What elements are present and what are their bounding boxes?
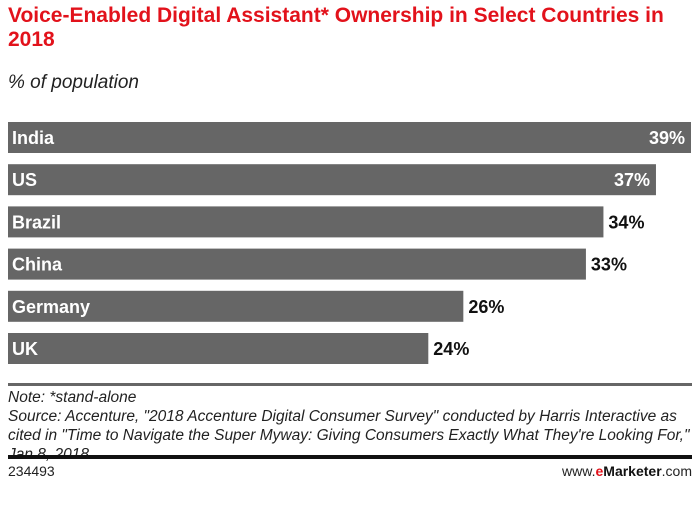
notes: Note: *stand-alone Source: Accenture, "2… [8, 388, 698, 464]
brand-prefix: www. [562, 463, 596, 479]
value-label: 26% [468, 297, 504, 317]
footer-divider [8, 455, 692, 459]
category-label: US [12, 170, 37, 190]
value-label: 37% [614, 170, 650, 190]
value-label: 39% [649, 128, 685, 148]
source-text: Source: Accenture, "2018 Accenture Digit… [8, 408, 690, 463]
note-text: Note: *stand-alone [8, 389, 137, 406]
bar-uk [8, 333, 429, 364]
chart-title: Voice-Enabled Digital Assistant* Ownersh… [8, 4, 664, 51]
divider [8, 383, 692, 386]
bar-germany [8, 290, 464, 322]
chart-subtitle: % of population [8, 72, 139, 93]
brand-main: Marketer [603, 463, 662, 479]
value-label: 24% [433, 339, 469, 359]
bar-brazil [8, 206, 604, 238]
category-label: Brazil [12, 212, 61, 232]
category-label: Germany [12, 297, 90, 317]
bar-chart: India 39% US 37% Brazil 34% China 33% Germany 26%… [8, 122, 691, 364]
brand-e: e [595, 463, 604, 479]
value-label: 34% [608, 212, 644, 232]
category-label: India [12, 128, 55, 148]
category-label: UK [12, 339, 38, 359]
bar-china [8, 248, 586, 280]
chart-id: 234493 [8, 463, 55, 479]
bar-us [8, 164, 656, 196]
brand-suffix: .com [661, 463, 692, 479]
category-label: China [12, 255, 63, 275]
value-label: 33% [591, 255, 627, 275]
bar-india [8, 122, 691, 153]
brand-logo: www.eMarketer.com [562, 463, 692, 479]
